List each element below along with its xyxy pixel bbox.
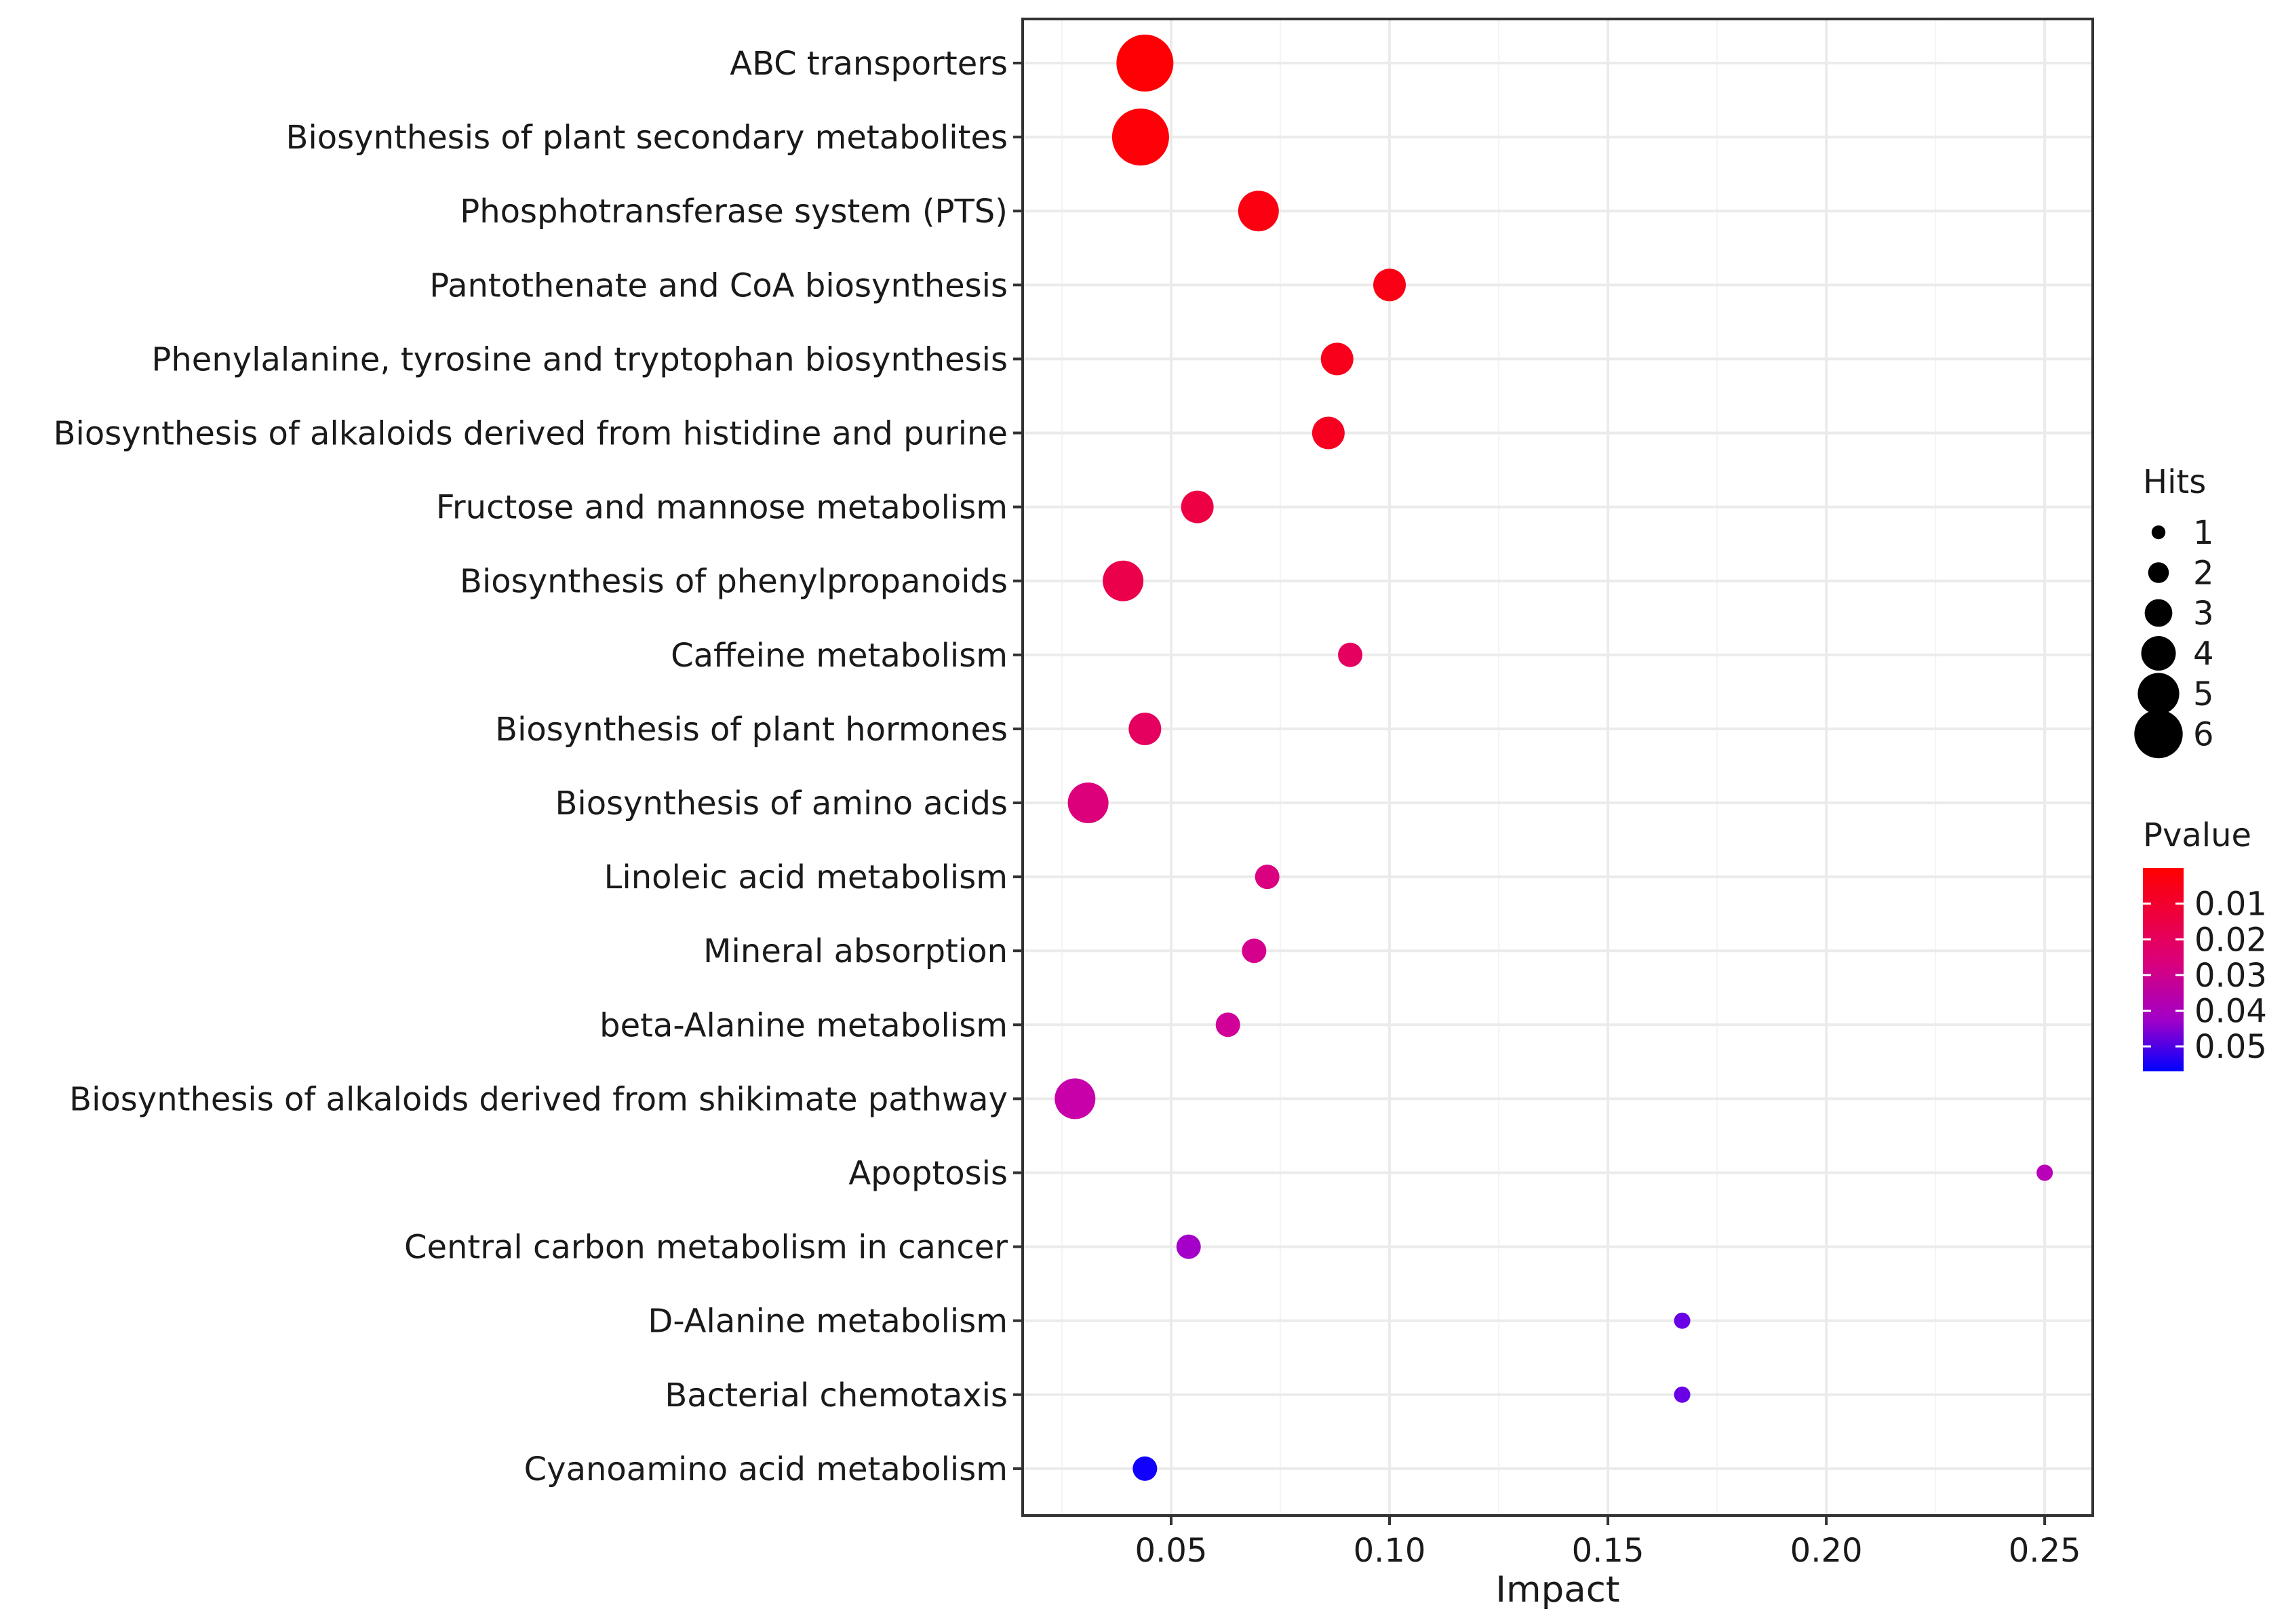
y-tick-label: beta-Alanine metabolism — [599, 1006, 1008, 1044]
data-point — [1176, 1234, 1201, 1259]
y-tick-label: Pantothenate and CoA biosynthesis — [429, 266, 1008, 304]
y-tick-label: Apoptosis — [848, 1155, 1008, 1193]
y-tick-label: Fructose and mannose metabolism — [436, 489, 1008, 527]
y-tick-label: Biosynthesis of phenylpropanoids — [460, 563, 1008, 601]
y-tick-label: Phenylalanine, tyrosine and tryptophan b… — [151, 340, 1008, 378]
y-axis: ABC transporters Biosynthesis of plant se… — [54, 45, 1023, 1488]
y-tick-label: ABC transporters — [730, 45, 1008, 83]
data-point — [1132, 1456, 1158, 1481]
x-tick-label: 0.25 — [2009, 1532, 2081, 1570]
pvalue-color-legend: Pvalue 0.010.020.030.040.05 — [2143, 816, 2267, 1071]
colorbar-label: 0.04 — [2194, 993, 2267, 1031]
y-tick-label: Caffeine metabolism — [671, 637, 1008, 675]
hits-legend-label: 6 — [2193, 716, 2214, 754]
y-tick-label: Biosynthesis of amino acids — [555, 785, 1008, 823]
x-axis: 0.05 0.10 0.15 0.20 0.25 — [1135, 1516, 2081, 1570]
hits-legend-title: Hits — [2143, 463, 2206, 501]
data-point — [1103, 560, 1144, 601]
data-point — [1255, 865, 1280, 890]
y-tick-label: Mineral absorption — [703, 932, 1008, 970]
data-point — [1055, 1078, 1096, 1120]
x-tick-label: 0.15 — [1572, 1532, 1644, 1570]
data-point — [1674, 1312, 1691, 1329]
data-point — [1128, 712, 1162, 745]
y-tick-label: Bacterial chemotaxis — [665, 1377, 1008, 1414]
hits-legend-key — [2151, 525, 2166, 540]
plot-border — [1021, 18, 2094, 1517]
y-tick-label: Biosynthesis of plant secondary metaboli… — [286, 119, 1008, 157]
data-point — [1338, 642, 1363, 667]
data-point — [1674, 1386, 1691, 1403]
x-tick-label: 0.10 — [1354, 1532, 1426, 1570]
hits-legend-label: 3 — [2193, 595, 2214, 633]
data-point — [1320, 342, 1354, 376]
colorbar-label: 0.02 — [2194, 921, 2267, 959]
hits-legend-key — [2141, 636, 2176, 671]
y-tick-label: Cyanoamino acid metabolism — [524, 1450, 1008, 1488]
y-tick-label: Phosphotransferase system (PTS) — [460, 193, 1008, 231]
grid-lines — [1023, 19, 2093, 1516]
data-points — [1055, 35, 2053, 1481]
hits-legend-key — [2148, 562, 2169, 583]
pvalue-colorbar — [2143, 868, 2184, 1071]
data-point — [1312, 416, 1345, 450]
y-tick-label: D-Alanine metabolism — [648, 1303, 1008, 1341]
data-point — [1116, 35, 1174, 92]
data-point — [1238, 191, 1279, 232]
data-point — [1181, 490, 1214, 523]
y-tick-label: Biosynthesis of alkaloids derived from h… — [54, 415, 1008, 453]
colorbar-label: 0.05 — [2194, 1028, 2267, 1066]
colorbar-label: 0.01 — [2194, 886, 2267, 924]
data-point — [1111, 108, 1169, 166]
hits-legend-key — [2134, 709, 2183, 759]
data-point — [2036, 1164, 2053, 1181]
x-axis-title: Impact — [1495, 1569, 1619, 1610]
data-point — [1373, 269, 1406, 302]
hits-legend-label: 2 — [2193, 555, 2214, 593]
y-tick-label: Linoleic acid metabolism — [604, 858, 1008, 896]
y-tick-label: Central carbon metabolism in cancer — [404, 1229, 1008, 1267]
y-tick-label: Biosynthesis of plant hormones — [495, 711, 1008, 749]
data-point — [1215, 1012, 1240, 1037]
y-tick-label: Biosynthesis of alkaloids derived from s… — [69, 1080, 1008, 1118]
x-tick-label: 0.20 — [1790, 1532, 1863, 1570]
hits-legend-label: 1 — [2193, 514, 2214, 552]
data-point — [1067, 783, 1109, 823]
hits-legend-label: 5 — [2193, 675, 2214, 713]
colorbar-label: 0.03 — [2194, 957, 2267, 995]
pvalue-legend-title: Pvalue — [2143, 816, 2251, 854]
hits-legend-label: 4 — [2193, 635, 2214, 673]
plot-panel — [1023, 19, 2093, 1516]
hits-legend-key — [2144, 599, 2173, 627]
x-tick-label: 0.05 — [1135, 1532, 1208, 1570]
data-point — [1242, 938, 1267, 964]
hits-legend-key — [2137, 673, 2180, 715]
